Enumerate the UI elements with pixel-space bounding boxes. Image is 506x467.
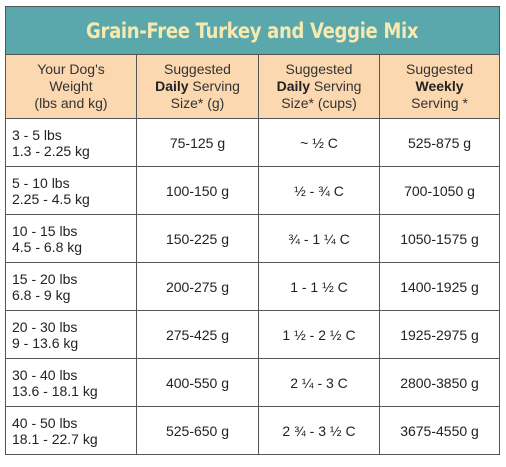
daily-grams-cell: 75-125 g	[136, 118, 259, 167]
daily-cups-cell: ~ ½ C	[258, 118, 380, 167]
header-daily-grams: Suggested Daily Serving Size* (g)	[136, 54, 259, 119]
weekly-cell: 700-1050 g	[378, 166, 501, 215]
table-title-text: Grain-Free Turkey and Veggie Mix	[86, 18, 419, 43]
table-row: 10 - 15 lbs 4.5 - 6.8 kg 150-225 g ¾ - 1 …	[5, 214, 501, 263]
weight-kg: 18.1 - 22.7 kg	[12, 430, 98, 447]
daily-cups-cell: 1 ½ - 2 ½ C	[258, 310, 380, 359]
serving-size-table: Grain-Free Turkey and Veggie Mix Your Do…	[4, 6, 501, 455]
weight-kg: 4.5 - 6.8 kg	[12, 238, 83, 255]
header-daily-grams-line-2: Daily Serving	[141, 78, 254, 95]
header-weekly-line-3: Serving *	[411, 95, 468, 111]
weight-kg: 2.25 - 4.5 kg	[12, 190, 90, 207]
weekly-cell: 1925-2975 g	[378, 310, 501, 359]
table-row: 3 - 5 lbs 1.3 - 2.25 kg 75-125 g ~ ½ C 52…	[5, 118, 501, 167]
header-weekly: Suggested Weekly Serving *	[378, 54, 501, 119]
weekly-cell: 3675-4550 g	[378, 406, 501, 455]
serving-size-table-container: Grain-Free Turkey and Veggie Mix Your Do…	[4, 6, 501, 461]
weight-cell: 10 - 15 lbs 4.5 - 6.8 kg	[5, 214, 137, 263]
daily-grams-cell: 100-150 g	[136, 166, 259, 215]
weight-lbs: 3 - 5 lbs	[12, 126, 62, 143]
table-row: 15 - 20 lbs 6.8 - 9 kg 200-275 g 1 - 1 ½ …	[5, 262, 501, 311]
weight-kg: 9 - 13.6 kg	[12, 334, 79, 351]
header-daily-grams-line-1: Suggested	[164, 61, 231, 77]
header-daily-cups-serving: Serving	[310, 78, 362, 94]
weight-lbs: 10 - 15 lbs	[12, 222, 78, 239]
weekly-cell: 1400-1925 g	[378, 262, 501, 311]
header-weight-line-1: Your Dog's	[37, 61, 105, 77]
header-weekly-line-1: Suggested	[406, 61, 473, 77]
header-weight-line-3: (lbs and kg)	[34, 95, 108, 111]
weight-kg: 1.3 - 2.25 kg	[12, 142, 90, 159]
weight-cell: 15 - 20 lbs 6.8 - 9 kg	[5, 262, 137, 311]
header-weekly-line-2: Weekly	[384, 78, 495, 95]
weight-kg: 6.8 - 9 kg	[12, 286, 71, 303]
table-row: 30 - 40 lbs 13.6 - 18.1 kg 400-550 g 2 ¼ …	[5, 358, 501, 407]
daily-grams-cell: 400-550 g	[136, 358, 259, 407]
weekly-cell: 2800-3850 g	[378, 358, 501, 407]
daily-cups-cell: 1 - 1 ½ C	[258, 262, 380, 311]
daily-cups-cell: ¾ - 1 ¼ C	[258, 214, 380, 263]
daily-grams-cell: 525-650 g	[136, 406, 259, 455]
weight-lbs: 30 - 40 lbs	[12, 366, 78, 383]
header-daily-grams-bold: Daily	[155, 78, 189, 94]
table-row: 40 - 50 lbs 18.1 - 22.7 kg 525-650 g 2 ¾ …	[5, 406, 501, 455]
table-title: Grain-Free Turkey and Veggie Mix	[4, 6, 501, 55]
weight-lbs: 5 - 10 lbs	[12, 174, 70, 191]
weight-cell: 3 - 5 lbs 1.3 - 2.25 kg	[5, 118, 137, 167]
weekly-cell: 1050-1575 g	[378, 214, 501, 263]
weekly-cell: 525-875 g	[378, 118, 501, 167]
header-daily-cups-line-3: Size* (cups)	[281, 95, 357, 111]
weight-cell: 40 - 50 lbs 18.1 - 22.7 kg	[5, 406, 137, 455]
header-daily-cups-bold: Daily	[276, 78, 311, 94]
table-row: 5 - 10 lbs 2.25 - 4.5 kg 100-150 g ½ - ¾ …	[5, 166, 501, 215]
header-weight: Your Dog's Weight (lbs and kg)	[5, 54, 137, 119]
header-weekly-bold: Weekly	[415, 78, 464, 94]
weight-cell: 20 - 30 lbs 9 - 13.6 kg	[5, 310, 137, 359]
daily-cups-cell: ½ - ¾ C	[258, 166, 380, 215]
weight-lbs: 15 - 20 lbs	[12, 270, 78, 287]
weight-cell: 5 - 10 lbs 2.25 - 4.5 kg	[5, 166, 137, 215]
weight-lbs: 20 - 30 lbs	[12, 318, 78, 335]
title-row: Grain-Free Turkey and Veggie Mix	[4, 6, 501, 55]
header-daily-grams-line-3: Size* (g)	[170, 95, 225, 111]
daily-cups-cell: 2 ¾ - 3 ½ C	[258, 406, 380, 455]
weight-kg: 13.6 - 18.1 kg	[12, 382, 98, 399]
weight-lbs: 40 - 50 lbs	[12, 414, 78, 431]
header-daily-cups-line-1: Suggested	[285, 61, 353, 77]
daily-grams-cell: 275-425 g	[136, 310, 259, 359]
header-weight-line-2: Weight	[49, 78, 93, 94]
daily-grams-cell: 200-275 g	[136, 262, 259, 311]
table-row: 20 - 30 lbs 9 - 13.6 kg 275-425 g 1 ½ - 2…	[5, 310, 501, 359]
header-daily-cups-line-2: Daily Serving	[263, 78, 375, 95]
header-daily-grams-serving: Serving	[188, 78, 240, 94]
daily-cups-cell: 2 ¼ - 3 C	[258, 358, 380, 407]
header-row: Your Dog's Weight (lbs and kg) Suggested…	[5, 54, 501, 119]
header-daily-cups: Suggested Daily Serving Size* (cups)	[258, 54, 380, 119]
daily-grams-cell: 150-225 g	[136, 214, 259, 263]
weight-cell: 30 - 40 lbs 13.6 - 18.1 kg	[5, 358, 137, 407]
